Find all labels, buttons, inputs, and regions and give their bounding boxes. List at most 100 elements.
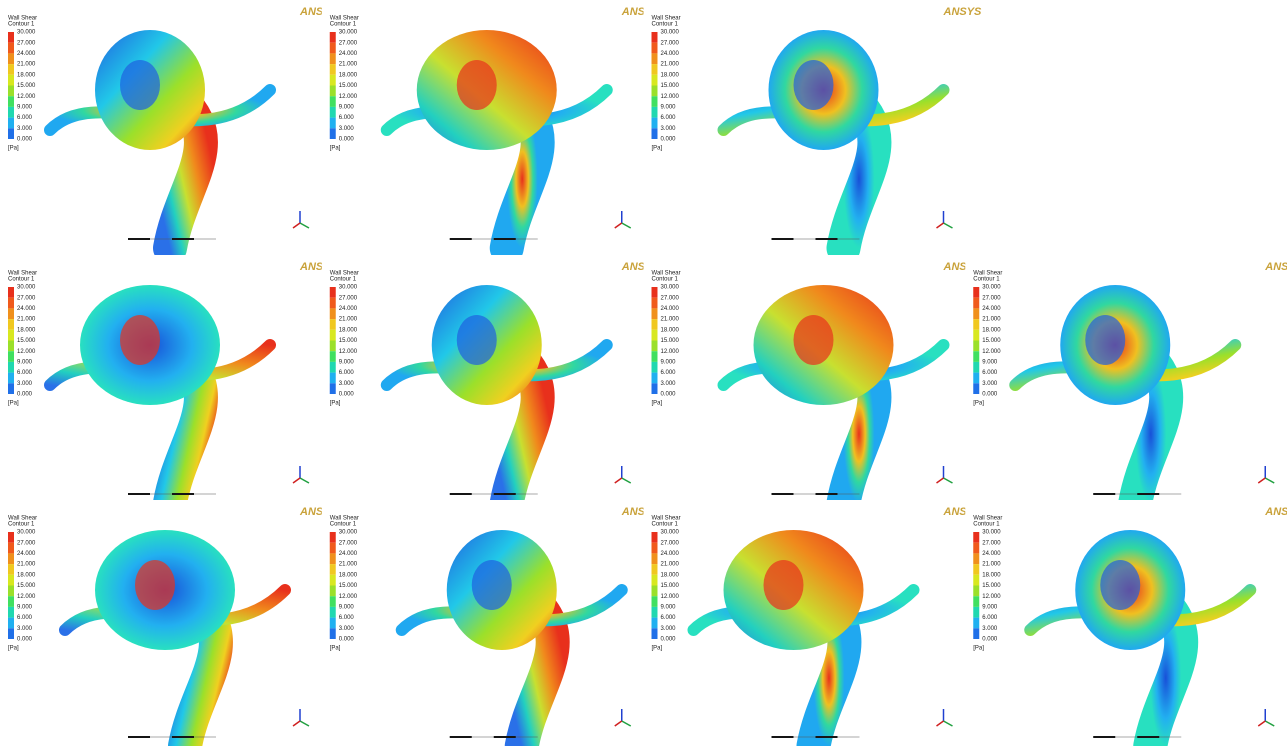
legend-level: 6.000	[339, 615, 355, 621]
legend-level: 18.000	[17, 572, 36, 578]
color-bar-segment	[652, 96, 658, 107]
color-bar-segment	[652, 362, 658, 373]
legend-subtitle: Contour 1	[652, 522, 679, 528]
legend-level: 9.000	[17, 104, 33, 110]
legend-level: 15.000	[339, 83, 358, 89]
legend-level: 27.000	[339, 540, 358, 546]
color-bar-segment	[973, 564, 979, 575]
color-bar-segment	[330, 341, 336, 352]
color-bar-segment	[330, 575, 336, 586]
legend-level: 15.000	[17, 583, 36, 589]
panel: Wall ShearContour 130.00027.00024.00021.…	[322, 255, 661, 503]
legend-level: 12.000	[661, 594, 680, 600]
color-bar-segment	[8, 118, 14, 129]
color-bar-segment	[973, 362, 979, 373]
color-bar-segment	[330, 543, 336, 554]
color-bar-segment	[330, 596, 336, 607]
color-bar-segment	[973, 596, 979, 607]
legend-level: 6.000	[17, 115, 33, 121]
color-bar-segment	[330, 298, 336, 309]
color-bar-segment	[8, 298, 14, 309]
legend-level: 30.000	[661, 530, 680, 536]
color-bar-segment	[330, 107, 336, 118]
legend-level: 24.000	[661, 551, 680, 557]
color-bar-segment	[652, 32, 658, 43]
panel: Wall ShearContour 130.00027.00024.00021.…	[0, 255, 339, 503]
legend-unit: [Pa]	[8, 401, 19, 407]
color-bar-segment	[652, 128, 658, 139]
color-bar-segment	[652, 607, 658, 618]
color-bar-segment	[8, 75, 14, 86]
color-bar-segment	[330, 618, 336, 629]
legend-level: 24.000	[661, 306, 680, 312]
aneurysm-spot	[1100, 560, 1140, 610]
legend-level: 30.000	[17, 285, 36, 291]
legend-level: 0.000	[982, 637, 998, 643]
legend-level: 18.000	[17, 327, 36, 333]
legend-level: 27.000	[982, 295, 1001, 301]
color-bar-segment	[8, 607, 14, 618]
color-bar-segment	[8, 32, 14, 43]
legend-level: 3.000	[17, 626, 33, 632]
color-bar-segment	[652, 287, 658, 298]
legend-level: 18.000	[661, 327, 680, 333]
legend-level: 6.000	[17, 615, 33, 621]
legend-unit: [Pa]	[330, 646, 341, 652]
color-bar-segment	[8, 128, 14, 139]
panel: Wall ShearContour 130.00027.00024.00021.…	[0, 500, 339, 746]
color-bar-segment	[8, 64, 14, 75]
aneurysm-spot	[120, 60, 160, 110]
color-bar-segment	[8, 543, 14, 554]
legend-unit: [Pa]	[652, 146, 663, 152]
legend-level: 21.000	[982, 562, 1001, 568]
legend-level: 6.000	[339, 370, 355, 376]
legend-level: 6.000	[661, 615, 677, 621]
legend-subtitle: Contour 1	[973, 277, 1000, 283]
legend-level: 12.000	[982, 349, 1001, 355]
legend-level: 12.000	[982, 594, 1001, 600]
legend-subtitle: Contour 1	[652, 22, 679, 28]
legend-level: 18.000	[17, 72, 36, 78]
color-bar-segment	[8, 575, 14, 586]
color-bar-segment	[8, 596, 14, 607]
legend-level: 24.000	[339, 551, 358, 557]
color-bar-segment	[330, 351, 336, 362]
color-bar-segment	[330, 607, 336, 618]
color-bar-segment	[8, 53, 14, 64]
legend-level: 6.000	[661, 115, 677, 121]
legend-level: 3.000	[982, 626, 998, 632]
legend-level: 9.000	[17, 604, 33, 610]
legend-level: 9.000	[661, 359, 677, 365]
panel: Wall ShearContour 130.00027.00024.00021.…	[0, 0, 339, 248]
aneurysm-spot	[764, 560, 804, 610]
color-bar-segment	[330, 75, 336, 86]
legend-level: 18.000	[339, 572, 358, 578]
legend-level: 15.000	[339, 583, 358, 589]
logo: ANSYS	[1264, 261, 1287, 273]
color-bar-segment	[8, 362, 14, 373]
legend-level: 15.000	[982, 583, 1001, 589]
legend-level: 15.000	[661, 583, 680, 589]
legend-level: 6.000	[982, 615, 998, 621]
color-bar-segment	[652, 532, 658, 543]
aneurysm-spot	[457, 60, 497, 110]
color-bar-segment	[8, 96, 14, 107]
legend-level: 3.000	[982, 381, 998, 387]
aneurysm-spot	[794, 60, 834, 110]
legend-level: 9.000	[661, 104, 677, 110]
legend-level: 24.000	[17, 551, 36, 557]
legend-level: 9.000	[339, 604, 355, 610]
color-bar-segment	[330, 287, 336, 298]
legend-level: 0.000	[339, 392, 355, 398]
color-bar-segment	[973, 341, 979, 352]
legend-level: 21.000	[339, 317, 358, 323]
color-bar-segment	[8, 330, 14, 341]
legend-level: 18.000	[339, 72, 358, 78]
logo: ANSYS	[943, 6, 983, 18]
color-bar-segment	[330, 362, 336, 373]
color-bar-segment	[973, 298, 979, 309]
color-bar-segment	[330, 96, 336, 107]
color-bar-segment	[330, 628, 336, 639]
legend-level: 24.000	[339, 51, 358, 57]
